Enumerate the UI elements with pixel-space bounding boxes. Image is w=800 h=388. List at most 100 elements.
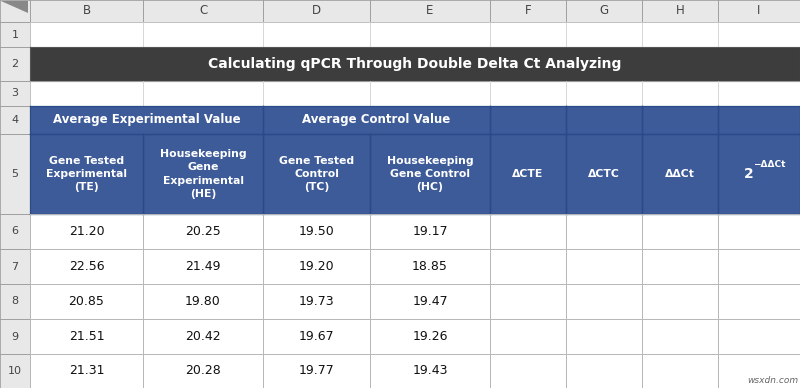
Text: 19.80: 19.80 (185, 295, 221, 308)
Text: Average Control Value: Average Control Value (302, 114, 450, 126)
Bar (30, 284, 143, 319)
Bar (370, 81, 490, 106)
Bar (0, 319, 30, 354)
Text: Housekeeping
Gene
Experimental
(HE): Housekeeping Gene Experimental (HE) (160, 149, 246, 199)
Text: wsxdn.com: wsxdn.com (747, 376, 798, 385)
Bar (370, 0, 490, 22)
Bar (370, 214, 490, 249)
Text: Housekeeping
Gene Control
(HC): Housekeeping Gene Control (HC) (386, 156, 474, 192)
Text: 21.49: 21.49 (186, 260, 221, 273)
Bar (143, 214, 263, 249)
Bar (263, 319, 370, 354)
Text: 3: 3 (11, 88, 18, 99)
Bar (490, 0, 566, 22)
Text: 1: 1 (11, 29, 18, 40)
Bar (0, 354, 30, 388)
Bar (370, 134, 490, 214)
Text: 21.51: 21.51 (69, 330, 104, 343)
Bar (0, 214, 30, 249)
Bar (143, 319, 263, 354)
Bar (490, 106, 566, 134)
Bar (566, 81, 642, 106)
Text: 19.20: 19.20 (298, 260, 334, 273)
Text: 20.25: 20.25 (185, 225, 221, 238)
Bar (30, 47, 800, 81)
Bar (490, 81, 566, 106)
Bar (143, 249, 263, 284)
Bar (566, 354, 642, 388)
Bar (566, 319, 642, 354)
Text: ΔCTE: ΔCTE (512, 169, 544, 179)
Bar (566, 0, 642, 22)
Text: 8: 8 (11, 296, 18, 307)
Bar (263, 284, 370, 319)
Bar (718, 106, 800, 134)
Text: 20.85: 20.85 (69, 295, 105, 308)
Bar (642, 354, 718, 388)
Bar (143, 354, 263, 388)
Text: 19.43: 19.43 (412, 364, 448, 378)
Text: 21.31: 21.31 (69, 364, 104, 378)
Bar (370, 22, 490, 47)
Bar (642, 284, 718, 319)
Text: 5: 5 (11, 169, 18, 179)
Bar (0, 134, 30, 214)
Bar (490, 249, 566, 284)
Bar (718, 22, 800, 47)
Bar (642, 22, 718, 47)
Text: H: H (676, 5, 684, 17)
Bar (30, 22, 143, 47)
Bar (143, 284, 263, 319)
Text: 6: 6 (11, 227, 18, 237)
Bar (143, 0, 263, 22)
Bar (0, 249, 30, 284)
Text: 4: 4 (11, 115, 18, 125)
Text: Average Experimental Value: Average Experimental Value (53, 114, 240, 126)
Bar (143, 134, 263, 214)
Text: F: F (525, 5, 531, 17)
Bar (718, 134, 800, 214)
Text: 2: 2 (744, 167, 754, 181)
Bar (30, 319, 143, 354)
Text: 10: 10 (8, 366, 22, 376)
Bar (642, 81, 718, 106)
Bar (718, 81, 800, 106)
Bar (30, 81, 143, 106)
Polygon shape (1, 1, 28, 13)
Bar (263, 106, 490, 134)
Bar (370, 319, 490, 354)
Text: 19.77: 19.77 (298, 364, 334, 378)
Text: 7: 7 (11, 262, 18, 272)
Bar (566, 214, 642, 249)
Bar (566, 22, 642, 47)
Bar (263, 249, 370, 284)
Bar (30, 214, 143, 249)
Bar (30, 0, 143, 22)
Bar (718, 0, 800, 22)
Text: 20.42: 20.42 (185, 330, 221, 343)
Bar (566, 284, 642, 319)
Text: C: C (199, 5, 207, 17)
Bar (370, 354, 490, 388)
Text: 20.28: 20.28 (185, 364, 221, 378)
Bar (566, 249, 642, 284)
Text: I: I (758, 5, 761, 17)
Text: 19.73: 19.73 (298, 295, 334, 308)
Bar (0, 22, 30, 47)
Bar (566, 134, 642, 214)
Bar (263, 354, 370, 388)
Bar (0, 47, 30, 81)
Bar (263, 81, 370, 106)
Text: ΔΔCt: ΔΔCt (665, 169, 695, 179)
Bar (718, 319, 800, 354)
Bar (263, 0, 370, 22)
Text: 19.26: 19.26 (412, 330, 448, 343)
Bar (263, 134, 370, 214)
Text: ΔCTC: ΔCTC (588, 169, 620, 179)
Text: 19.50: 19.50 (298, 225, 334, 238)
Bar (0, 284, 30, 319)
Text: −ΔΔCt: −ΔΔCt (753, 160, 785, 169)
Bar (0, 0, 30, 22)
Bar (566, 106, 642, 134)
Text: 2: 2 (11, 59, 18, 69)
